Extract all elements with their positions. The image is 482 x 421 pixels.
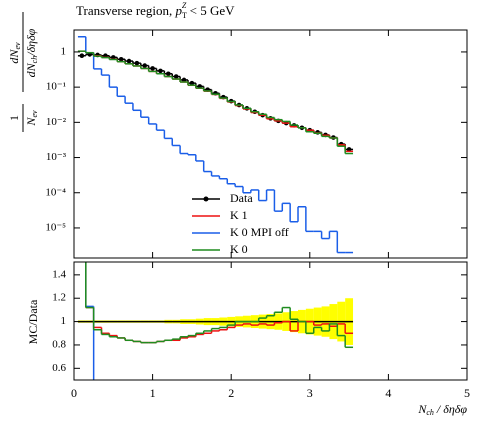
- ylabel-sub: ev: [30, 110, 39, 118]
- legend-label: Data: [230, 191, 253, 205]
- data-point: [134, 60, 140, 66]
- data-point: [126, 58, 132, 64]
- data-point: [118, 56, 124, 62]
- xlabel-rest: / δηδφ: [434, 402, 467, 416]
- y-axis-label: MC/Data: [26, 299, 40, 344]
- y-tick-label: 10⁻³: [46, 151, 67, 163]
- legend-label: K 0 MPI off: [230, 225, 289, 239]
- ylabel-part: dNch/δηδφ: [24, 28, 39, 77]
- frame: [73, 29, 468, 259]
- ylabel-part: dN: [7, 49, 21, 64]
- data-point: [142, 63, 148, 68]
- y-tick-label: 1: [61, 315, 67, 327]
- ylabel-sub: ch: [30, 56, 39, 64]
- y-tick-label: 10⁻²: [46, 116, 67, 128]
- x-tick-label: 1: [150, 386, 156, 400]
- legend-label: K 0: [230, 242, 248, 256]
- y-tick-label: 1.2: [52, 292, 66, 304]
- title-text: Transverse region,: [76, 3, 176, 18]
- ylabel-part: dN: [24, 62, 38, 77]
- ylabel-part: Nev: [24, 110, 39, 127]
- data-point: [158, 68, 163, 74]
- title-rest: < 5 GeV: [186, 3, 235, 18]
- title-var: p: [175, 3, 183, 18]
- y-tick-label: 1: [61, 45, 67, 57]
- data-point: [79, 53, 85, 59]
- x-axis-label: Nch / δηδφ: [417, 402, 467, 417]
- y-tick-label: 0.6: [52, 362, 66, 374]
- title-sup: Z: [182, 1, 187, 10]
- x-tick-label: 4: [385, 386, 391, 400]
- y-tick-label: 0.8: [52, 338, 66, 350]
- data-point: [150, 66, 155, 71]
- y-axis-label: 1 Nev dNev dNch/δηδφ: [7, 12, 39, 132]
- chart-title: Transverse region, pTZ < 5 GeV: [76, 1, 235, 20]
- x-tick-label: 5: [464, 386, 470, 400]
- ylabel-sub: ev: [13, 42, 22, 50]
- frame: [73, 261, 468, 381]
- plot-area: [77, 36, 354, 254]
- y-tick-label: 10⁻¹: [46, 81, 66, 93]
- y-tick-label: 10⁻⁵: [45, 221, 66, 233]
- title-sub: T: [182, 11, 187, 20]
- legend-label: K 1: [230, 208, 248, 222]
- data-point: [166, 71, 171, 77]
- plot-area: [77, 262, 354, 380]
- ylabel-part: N: [24, 117, 38, 127]
- legend-dot: [203, 196, 209, 202]
- data-point: [181, 77, 187, 83]
- xlabel-sub: ch: [426, 408, 434, 417]
- x-tick-label: 3: [307, 386, 313, 400]
- xlabel-var: N: [417, 402, 427, 416]
- data-point: [173, 74, 179, 79]
- data-point: [346, 147, 352, 152]
- ylabel-part: dNev: [7, 42, 22, 64]
- ylabel-part: 1: [7, 115, 21, 121]
- x-tick-label: 0: [71, 386, 77, 400]
- y-tick-label: 10⁻⁴: [45, 186, 66, 198]
- ylabel-part: /δηδφ: [24, 28, 38, 56]
- x-tick-label: 2: [228, 386, 234, 400]
- data-point: [189, 80, 195, 86]
- y-tick-label: 1.4: [52, 268, 66, 280]
